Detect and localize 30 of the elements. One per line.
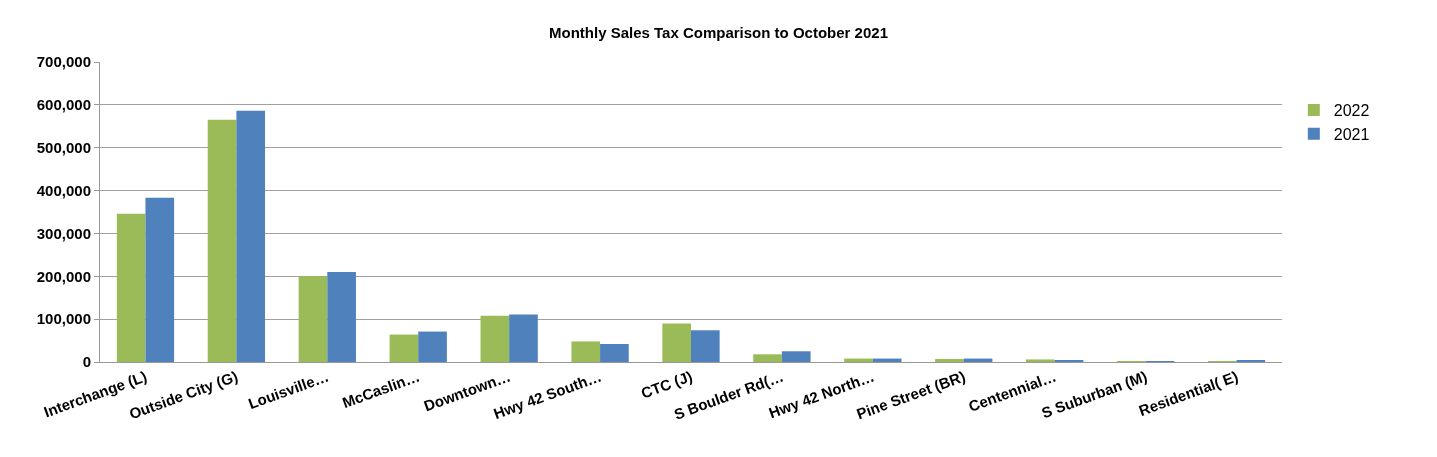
bar: [236, 110, 266, 362]
bar: [662, 323, 691, 362]
y-tick-label: 600,000: [36, 96, 91, 114]
bar: [207, 119, 237, 362]
bar: [691, 330, 720, 362]
bar: [781, 351, 811, 362]
y-tick-label: 200,000: [36, 267, 91, 285]
legend-label: 2021: [1333, 125, 1370, 143]
y-tick-label: 400,000: [36, 181, 91, 199]
bar: [1026, 359, 1055, 362]
bar: [509, 314, 538, 362]
legend-label: 2022: [1333, 102, 1370, 120]
bar: [480, 315, 510, 362]
bar: [116, 213, 146, 362]
bar: [935, 359, 964, 362]
y-tick-label: 500,000: [36, 138, 91, 156]
bar: [298, 276, 328, 362]
x-tick-label: CTC (J): [638, 367, 695, 402]
bar: [327, 272, 356, 362]
bar: [145, 197, 175, 362]
bar: [600, 344, 629, 362]
bar: [389, 334, 419, 362]
y-tick-label: 0: [82, 353, 91, 371]
chart-title: Monthly Sales Tax Comparison to October 2021: [549, 23, 888, 41]
bar: [753, 354, 782, 362]
y-tick-label: 300,000: [36, 224, 91, 242]
y-tick-label: 100,000: [36, 310, 91, 328]
bar: [418, 331, 447, 362]
y-tick-label: 700,000: [36, 53, 91, 71]
bar: [571, 341, 601, 362]
